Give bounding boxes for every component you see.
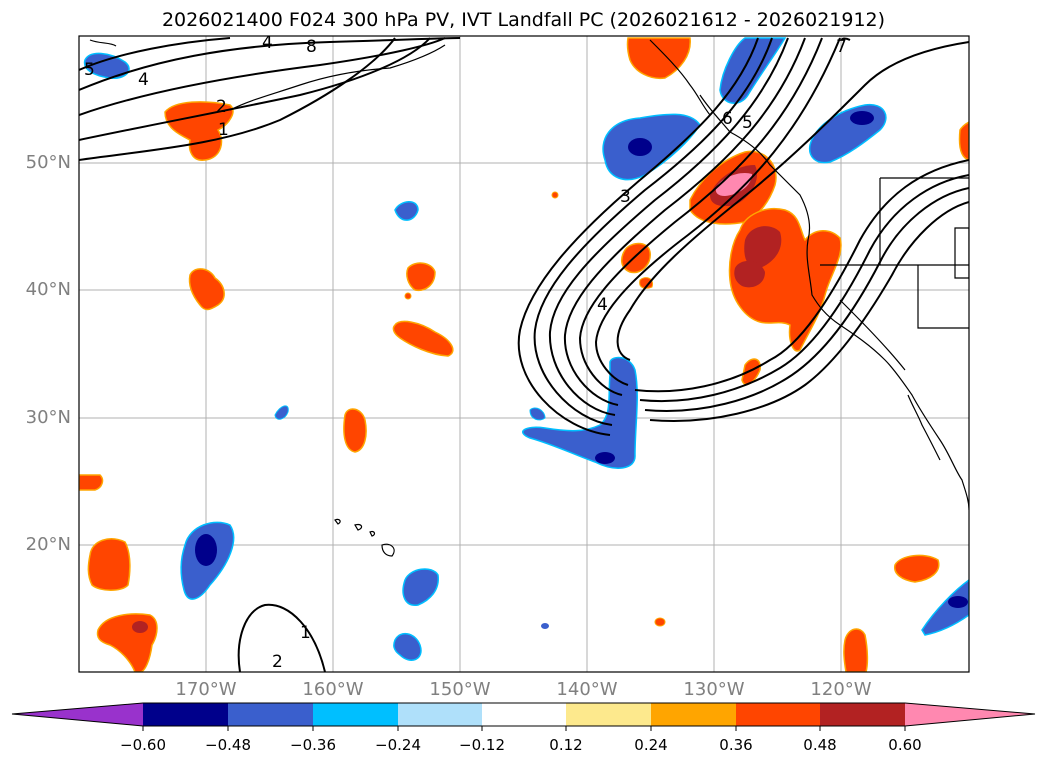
contour-label: 3 <box>620 187 631 207</box>
colorbar-segment <box>651 703 736 726</box>
contour-label: 1 <box>300 623 311 643</box>
lat-label: 30°N <box>25 407 71 428</box>
colorbar-tick-label: −0.36 <box>290 736 336 754</box>
lon-label: 130°W <box>683 679 745 700</box>
colorbar-tick-label: 0.48 <box>803 736 837 754</box>
colorbar-tick-label: −0.24 <box>375 736 421 754</box>
colorbar-segment <box>228 703 313 726</box>
colorbar-segment <box>736 703 820 726</box>
contour-label: 8 <box>306 37 317 57</box>
contour-label: 2 <box>216 97 227 117</box>
colorbar-segment <box>313 703 398 726</box>
contour-label: 1 <box>218 120 229 140</box>
lon-label: 160°W <box>302 679 364 700</box>
map-area: 4 8 5 4 7 2 1 3 4 2 1 5 6 <box>79 33 969 672</box>
map-title: 2026021400 F024 300 hPa PV, IVT Landfall… <box>161 9 886 31</box>
negative-anomalies <box>83 37 969 661</box>
colorbar-segment <box>820 703 905 726</box>
lon-label: 140°W <box>556 679 618 700</box>
map-frame <box>78 35 970 673</box>
colorbar-segment <box>482 703 566 726</box>
gridlines <box>79 36 969 672</box>
colorbar-segment <box>398 703 482 726</box>
colorbar-segment <box>566 703 651 726</box>
colorbar-tick-label: 0.60 <box>888 736 922 754</box>
contour-label: 4 <box>262 33 273 53</box>
lon-label: 150°W <box>429 679 491 700</box>
pv-contours <box>79 37 969 672</box>
contour-label: 4 <box>138 70 149 90</box>
lat-label: 40°N <box>25 279 71 300</box>
colorbar-tick-label: 0.36 <box>719 736 753 754</box>
lon-label: 120°W <box>810 679 872 700</box>
colorbar-tick-label: −0.48 <box>205 736 251 754</box>
colorbar-extend-low <box>12 703 143 726</box>
contour-label: 6 <box>722 109 733 129</box>
colorbar-tick-label: −0.60 <box>120 736 166 754</box>
colorbar <box>11 702 1036 731</box>
colorbar-tick-label: 0.12 <box>549 736 583 754</box>
coastlines <box>89 39 969 557</box>
colorbar-segment <box>143 703 228 726</box>
colorbar-extend-high <box>905 703 1035 726</box>
contour-label: 5 <box>742 113 753 133</box>
lat-label: 20°N <box>25 534 71 555</box>
contour-label: 4 <box>597 295 608 315</box>
colorbar-tick-label: −0.12 <box>459 736 505 754</box>
lon-label: 170°W <box>175 679 237 700</box>
positive-anomalies <box>79 37 969 672</box>
colorbar-tick-label: 0.24 <box>634 736 668 754</box>
lat-label: 50°N <box>25 152 71 173</box>
contour-label: 5 <box>84 60 95 80</box>
contour-label: 7 <box>836 37 847 57</box>
contour-label: 2 <box>272 652 283 672</box>
contour-labels: 4 8 5 4 7 2 1 3 4 2 1 5 6 <box>84 33 847 672</box>
